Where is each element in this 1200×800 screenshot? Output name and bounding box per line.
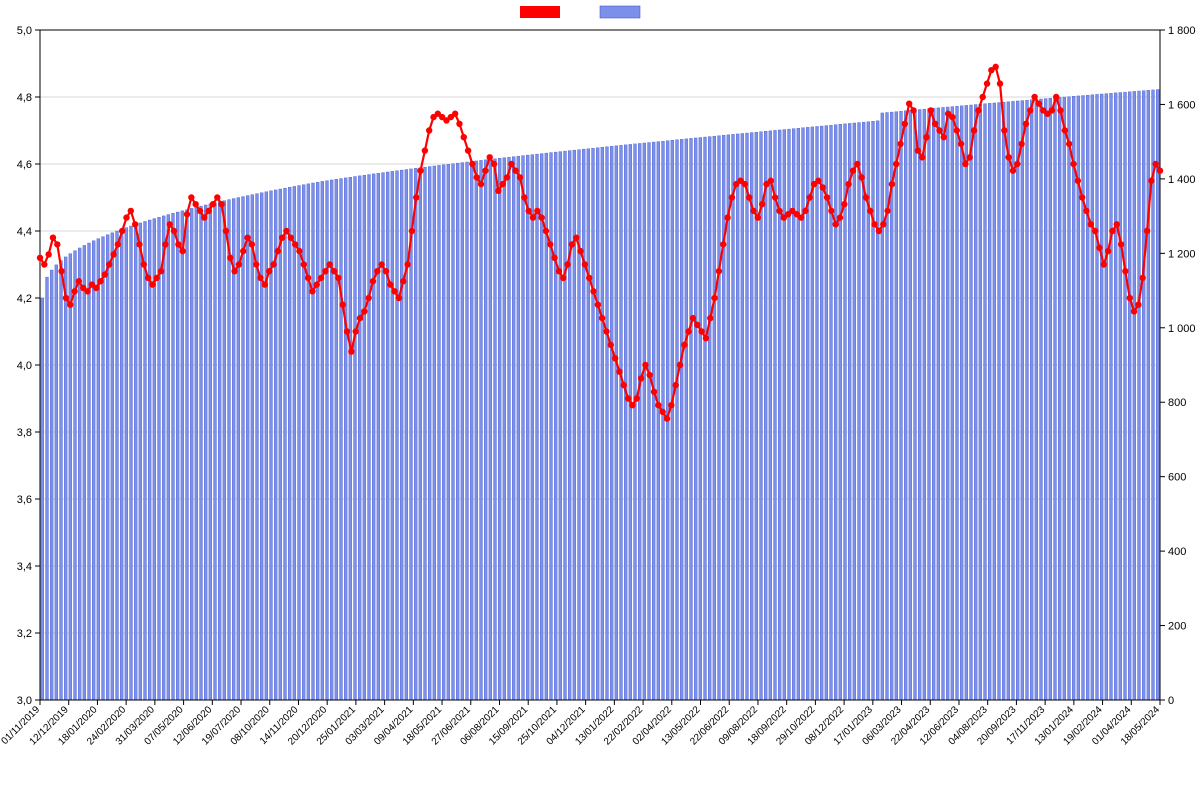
right-axis-tick-label: 1 600 xyxy=(1168,99,1196,111)
left-axis-tick-label: 3,4 xyxy=(17,561,32,573)
right-axis-tick-label: 0 xyxy=(1168,695,1174,707)
right-axis-tick-label: 400 xyxy=(1168,546,1186,558)
left-axis-tick-label: 5,0 xyxy=(17,25,32,37)
left-axis-tick-label: 3,2 xyxy=(17,628,32,640)
left-axis-tick-label: 4,8 xyxy=(17,92,32,104)
left-axis-tick-label: 4,4 xyxy=(17,226,32,238)
left-axis-tick-label: 4,0 xyxy=(17,360,32,372)
left-axis-tick-label: 3,8 xyxy=(17,427,32,439)
right-axis-tick-label: 1 200 xyxy=(1168,248,1196,260)
right-axis-tick-label: 800 xyxy=(1168,397,1186,409)
right-axis-tick-label: 1 400 xyxy=(1168,174,1196,186)
dual-axis-chart: 3,0 3,2 3,4 3,6 3,8 4,0 4,2 4,4 4,6 4,8 5,0 0 200 400… xyxy=(0,0,1200,800)
right-axis-tick-label: 200 xyxy=(1168,621,1186,633)
left-axis-tick-label: 4,6 xyxy=(17,159,32,171)
right-axis-tick-label: 1 800 xyxy=(1168,25,1196,37)
left-axis-tick-label: 3,6 xyxy=(17,494,32,506)
left-axis-tick-label: 3,0 xyxy=(17,695,32,707)
right-axis-tick-label: 1 000 xyxy=(1168,323,1196,335)
left-axis-tick-label: 4,2 xyxy=(17,293,32,305)
right-axis-tick-label: 600 xyxy=(1168,472,1186,484)
chart-canvas: 3,0 3,2 3,4 3,6 3,8 4,0 4,2 4,4 4,6 4,8 5,0 0 200 400… xyxy=(0,0,1200,800)
